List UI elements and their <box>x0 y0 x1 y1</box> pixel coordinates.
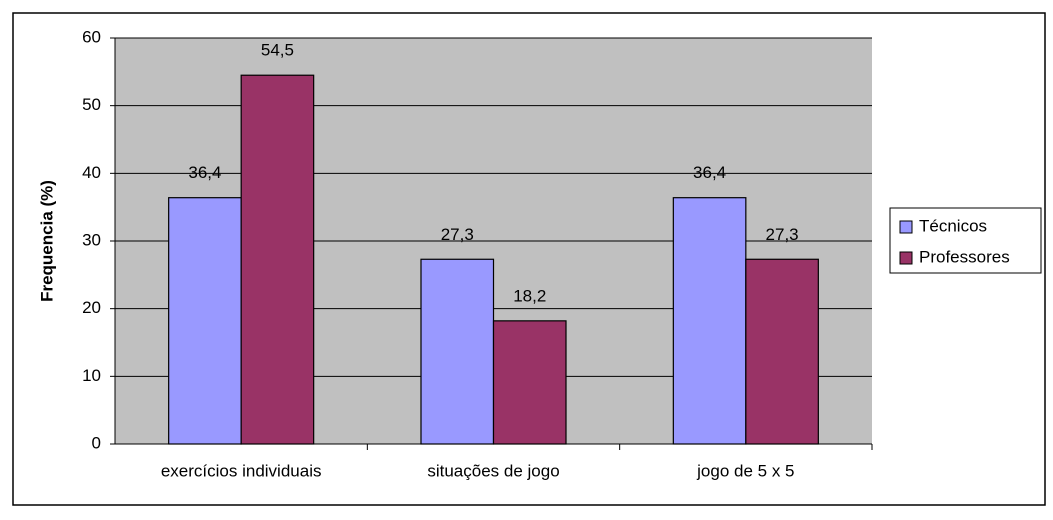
bar <box>420 258 495 445</box>
legend-label: Técnicos <box>919 216 987 235</box>
y-tick-label: 60 <box>82 27 101 46</box>
legend-label: Professores <box>919 247 1010 266</box>
bar <box>492 320 567 445</box>
y-tick-label: 0 <box>92 433 101 452</box>
y-axis-label: Frequencia (%) <box>37 180 56 302</box>
value-label: 54,5 <box>261 41 294 60</box>
x-tick-label: exercícios individuais <box>161 461 322 480</box>
x-tick-label: jogo de 5 x 5 <box>696 461 794 480</box>
y-tick-label: 50 <box>82 95 101 114</box>
bar <box>672 197 747 445</box>
y-tick-label: 10 <box>82 366 101 385</box>
legend-box <box>889 207 1042 274</box>
value-label: 36,4 <box>693 163 726 182</box>
bar <box>240 74 315 445</box>
bar <box>168 197 242 445</box>
value-label: 27,3 <box>766 225 799 244</box>
legend-swatch <box>899 220 913 234</box>
value-label: 27,3 <box>441 225 474 244</box>
value-label: 36,4 <box>188 163 221 182</box>
y-tick-label: 20 <box>82 298 101 317</box>
value-label: 18,2 <box>513 286 546 305</box>
y-tick-label: 40 <box>82 163 101 182</box>
bar <box>745 258 819 445</box>
y-tick-label: 30 <box>82 230 101 249</box>
legend-swatch <box>899 251 913 265</box>
x-tick-label: situações de jogo <box>427 461 559 480</box>
